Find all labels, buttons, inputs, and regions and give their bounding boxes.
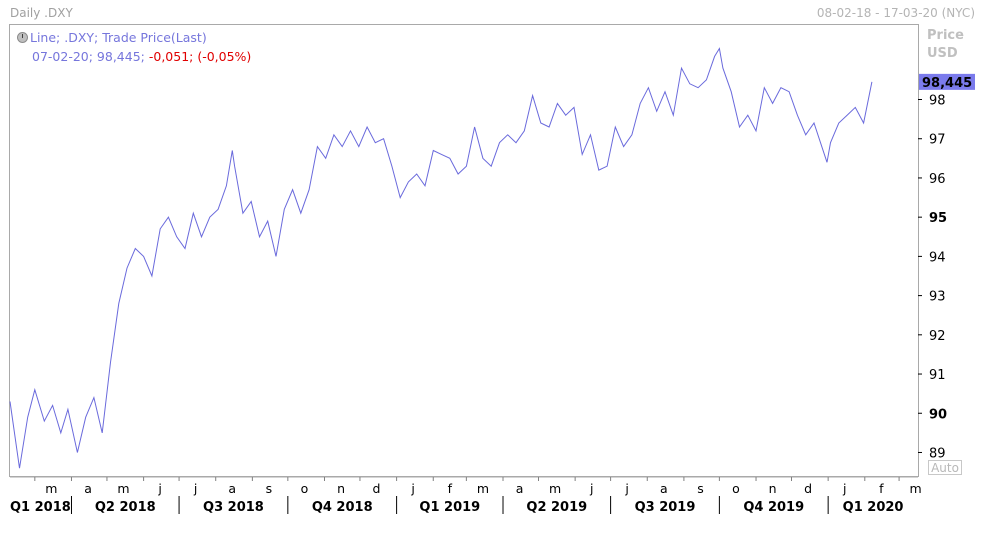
auto-scale-button[interactable]: Auto (928, 460, 962, 475)
x-month-label: m (477, 481, 489, 496)
x-quarter-label: Q2 2019 (526, 500, 587, 515)
x-month-label: d (373, 481, 381, 496)
dxy-series-line (9, 47, 873, 469)
last-value-label: 98,445 (922, 76, 972, 91)
y-tick-label: 89 (929, 446, 946, 461)
x-month-label: n (769, 481, 777, 496)
x-month-label: n (337, 481, 345, 496)
x-quarter-label: Q3 2019 (635, 500, 696, 515)
x-month-label: d (804, 481, 812, 496)
x-month-label: j (842, 481, 846, 496)
x-month-label: f (879, 481, 884, 496)
clock-icon[interactable] (17, 32, 28, 43)
x-month-label: o (732, 481, 740, 496)
y-tick-label: 94 (929, 250, 946, 265)
x-month-label: a (516, 481, 524, 496)
x-quarter-label: Q4 2018 (312, 500, 373, 515)
x-month-label: o (301, 481, 309, 496)
x-month-label: m (45, 481, 57, 496)
y-tick-label: 93 (929, 290, 946, 305)
legend-series-label: Line; .DXY; Trade Price(Last) (30, 30, 207, 45)
y-tick-label: 97 (929, 133, 946, 148)
x-quarter-label: Q1 2019 (419, 500, 480, 515)
x-month-label: a (228, 481, 236, 496)
x-month-label: a (84, 481, 92, 496)
last-value-marker (919, 73, 975, 90)
x-month-label: j (624, 481, 628, 496)
x-month-label: s (266, 481, 273, 496)
legend-change: -0,051; (-0,05%) (148, 49, 252, 64)
x-month-label: j (157, 481, 161, 496)
x-quarter-label: Q1 2020 (843, 500, 904, 515)
y-tick-label: 90 (929, 407, 947, 422)
price-axis-label: Price (927, 28, 964, 43)
x-month-label: f (448, 481, 453, 496)
chart-title-bar: Daily .DXY 08-02-18 - 17-03-20 (NYC) (0, 0, 981, 24)
x-month-label: j (193, 481, 197, 496)
x-month-label: m (117, 481, 129, 496)
y-axis: 89 90 91 92 93 94 95 96 97 98 (918, 94, 947, 461)
legend-values: 07-02-20; 98,445; (32, 49, 149, 64)
x-quarter-label: Q4 2019 (743, 500, 804, 515)
x-quarter-label: Q1 2018 (10, 500, 71, 515)
y-tick-label: 96 (929, 172, 946, 187)
currency-axis-label: USD (927, 46, 958, 61)
y-tick-label: 98 (929, 94, 946, 109)
x-month-label: s (697, 481, 704, 496)
y-tick-label: 95 (929, 211, 947, 226)
plot-area[interactable] (9, 24, 919, 477)
y-tick-label: 91 (929, 368, 946, 383)
x-month-label: j (410, 481, 414, 496)
chart-title: Daily .DXY (10, 6, 73, 20)
x-month-label: j (589, 481, 593, 496)
x-month-label: m (549, 481, 561, 496)
x-month-label: a (660, 481, 668, 496)
x-quarter-label: Q2 2018 (95, 500, 156, 515)
x-month-label: m (910, 481, 922, 496)
x-axis: m a m j j a s o n d j f m a m j j a s o n d j f m Q1 2018 Q2 2018 Q… (10, 476, 922, 515)
price-axis-title: Price USD (927, 27, 964, 63)
chart-legend: Line; .DXY; Trade Price(Last) 07-02-20; … (17, 28, 251, 66)
date-range: 08-02-18 - 17-03-20 (NYC) (816, 6, 975, 20)
x-quarter-label: Q3 2018 (203, 500, 264, 515)
last-value-badge: 98,445 (919, 73, 975, 91)
y-tick-label: 92 (929, 329, 946, 344)
